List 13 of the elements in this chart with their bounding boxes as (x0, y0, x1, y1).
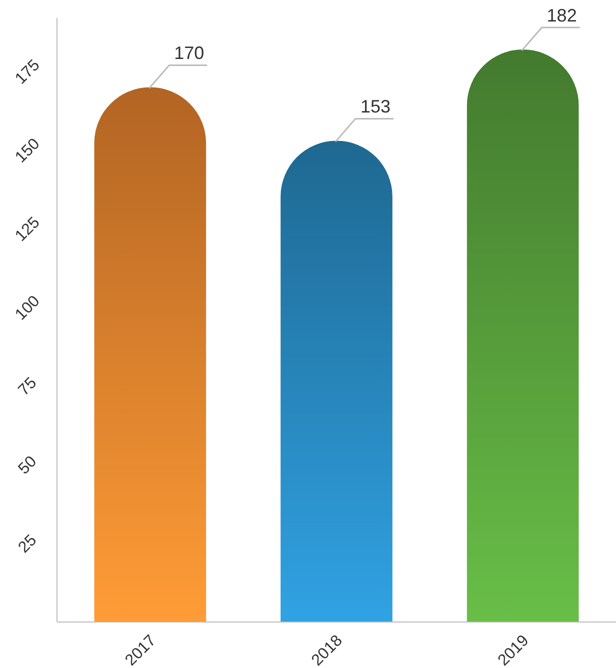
y-tick-label: 175 (12, 56, 44, 88)
data-label: 153 (360, 96, 391, 117)
y-tick-label: 125 (12, 214, 44, 245)
bar (94, 87, 206, 622)
y-tick-label: 75 (15, 374, 40, 400)
bar (466, 50, 579, 622)
y-tick-label: 50 (15, 453, 40, 478)
y-tick-label: 25 (15, 532, 40, 556)
y-tick-label: 150 (12, 135, 44, 166)
bar (280, 140, 392, 622)
y-tick-label: 100 (12, 292, 44, 324)
data-label: 182 (546, 5, 577, 26)
data-label: 170 (174, 43, 204, 64)
